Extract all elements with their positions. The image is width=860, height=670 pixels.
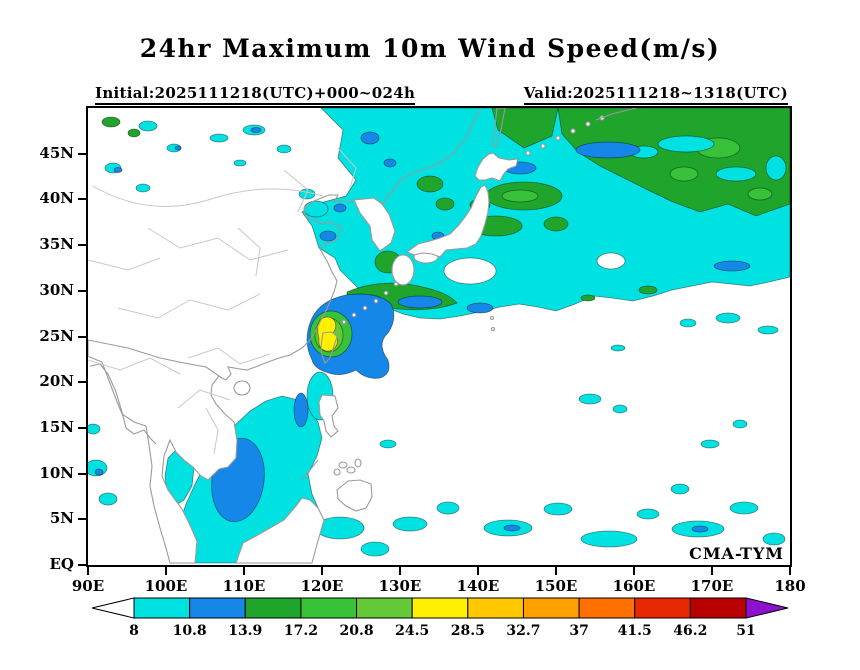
- wind-field-layer: [88, 108, 790, 564]
- map-plot-area: CMA-TYM: [86, 106, 792, 567]
- colorbar-tick-label: 32.7: [506, 623, 540, 639]
- lon-axis-label: 140E: [456, 577, 500, 595]
- colorbar-tick-label: 13.9: [228, 623, 262, 639]
- lat-tick-mark: [78, 335, 86, 338]
- lon-axis-label: 120E: [300, 577, 344, 595]
- lon-axis-label: 170E: [690, 577, 734, 595]
- lon-tick-mark: [321, 567, 323, 575]
- lat-axis-label: 25N: [39, 326, 74, 345]
- colorbar-tick-label: 8: [129, 623, 139, 639]
- lat-tick-mark: [78, 426, 86, 429]
- colorbar-segment: [133, 597, 191, 619]
- colorbar-tick-label: 17.2: [284, 623, 318, 639]
- colorbar-below-arrow: [91, 597, 135, 619]
- colorbar-tick-label: 41.5: [618, 623, 652, 639]
- lon-axis-label: 150E: [534, 577, 578, 595]
- lon-axis-label: 110E: [222, 577, 266, 595]
- colorbar-tick-label: 20.8: [339, 623, 373, 639]
- china-coastline: [218, 194, 356, 381]
- lat-tick-mark: [78, 564, 86, 566]
- colorbar: 8 10.8 13.9 17.2 20.8 24.5 28.5 32.7 37 41.5 46.2 5…: [91, 597, 789, 639]
- colorbar-segment: [467, 597, 524, 619]
- lon-tick-mark: [555, 567, 557, 575]
- japan-hokkaido: [474, 152, 519, 182]
- lon-tick-mark: [87, 567, 89, 575]
- luzon-island: [318, 394, 339, 438]
- typhoon-system: [306, 293, 395, 379]
- lat-axis-label: 15N: [39, 417, 74, 436]
- model-name-watermark: CMA-TYM: [689, 544, 784, 563]
- lat-tick-mark: [78, 289, 86, 292]
- colorbar-segment: [578, 597, 636, 619]
- colorbar-tick-label: 46.2: [673, 623, 707, 639]
- colorbar-tick-label: 37: [569, 623, 588, 639]
- lon-axis-label: 180: [774, 577, 806, 595]
- lon-tick-mark: [633, 567, 635, 575]
- lon-tick-mark: [399, 567, 401, 575]
- mindanao-island: [336, 479, 373, 512]
- colorbar-tick-label: 10.8: [173, 623, 207, 639]
- lon-tick-mark: [789, 567, 791, 575]
- lon-tick-mark: [243, 567, 245, 575]
- borneo-island: [235, 497, 325, 564]
- lat-axis-label: 30N: [39, 280, 74, 299]
- colorbar-tick-label: 24.5: [395, 623, 429, 639]
- lat-tick-mark: [78, 518, 86, 521]
- lat-tick-mark: [78, 472, 86, 475]
- valid-time-label: Valid:2025111218~1318(UTC): [523, 84, 788, 105]
- typhoon-max-wind-core: [317, 316, 338, 352]
- lat-tick-mark: [78, 198, 86, 201]
- colorbar-segment: [244, 597, 302, 619]
- colorbar-segment: [522, 597, 580, 619]
- lon-tick-mark: [711, 567, 713, 575]
- lat-tick-mark: [78, 244, 86, 247]
- province-border-layer: [88, 147, 357, 455]
- colorbar-tick-label: 28.5: [451, 623, 485, 639]
- taiwan-island: [320, 331, 338, 364]
- colorbar-segment: [411, 597, 469, 619]
- init-time-label: Initial:2025111218(UTC)+000~024h: [95, 84, 416, 105]
- korea-peninsula: [353, 197, 396, 252]
- lat-axis-label: 40N: [39, 189, 74, 208]
- lat-tick-mark: [78, 152, 86, 155]
- lat-axis-label: 5N: [49, 509, 74, 528]
- colorbar-segment: [300, 597, 358, 619]
- calm-holes: [443, 252, 626, 285]
- lat-axis-label: 35N: [39, 235, 74, 254]
- colorbar-segment: [356, 597, 413, 619]
- lat-axis-label: 20N: [39, 372, 74, 391]
- lon-tick-mark: [477, 567, 479, 575]
- wind-level-blue: [94, 127, 751, 533]
- wind-level-green: [101, 108, 790, 311]
- colorbar-segment: [189, 597, 246, 619]
- lon-axis-label: 160E: [612, 577, 656, 595]
- lat-axis-label: EQ: [49, 555, 75, 573]
- lon-axis-label: 100E: [144, 577, 188, 595]
- japan-honshu: [405, 184, 490, 258]
- lat-axis-label: 45N: [39, 143, 74, 162]
- wind-speed-map: [88, 108, 790, 564]
- lat-tick-mark: [78, 381, 86, 384]
- lat-axis-label: 10N: [39, 463, 74, 482]
- lon-axis-label: 130E: [378, 577, 422, 595]
- lon-axis-label: 90E: [71, 577, 105, 595]
- colorbar-segment: [634, 597, 691, 619]
- lon-tick-mark: [165, 567, 167, 575]
- colorbar-segment: [689, 597, 747, 619]
- chart-title: 24hr Maximum 10m Wind Speed(m/s): [139, 34, 721, 63]
- colorbar-above-arrow: [745, 597, 789, 619]
- colorbar-tick-label: 51: [736, 623, 755, 639]
- coastline-layer: [88, 108, 637, 564]
